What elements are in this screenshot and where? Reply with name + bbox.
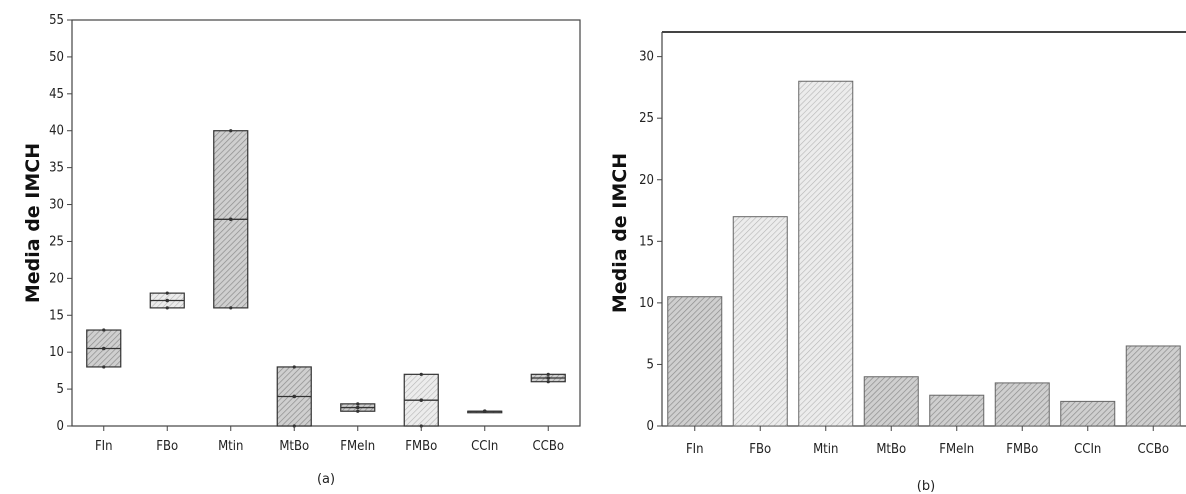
y-tick-label: 30 xyxy=(49,198,64,213)
max-point xyxy=(292,365,296,369)
chart-a-x-axis: FIn FBo Mtin MtBo FMeIn FMBo CCIn CCBo xyxy=(95,426,564,454)
bar xyxy=(994,382,1050,427)
y-tick-label: 10 xyxy=(639,296,654,311)
chart-b-ylabel: Media de IMCH xyxy=(609,153,631,313)
bar xyxy=(732,216,788,427)
x-tick-label: FMBo xyxy=(405,439,437,454)
y-tick-label: 5 xyxy=(647,357,654,372)
chart-a-ylabel: Media de IMCH xyxy=(22,143,44,303)
x-tick-label: FMeIn xyxy=(939,442,974,457)
x-tick-label: CCBo xyxy=(1137,442,1169,457)
y-tick-label: 30 xyxy=(639,50,654,65)
y-tick-label: 15 xyxy=(49,308,64,323)
median-point xyxy=(165,298,170,303)
median-point xyxy=(355,405,360,410)
chart-b: 0 5 10 15 20 25 30 FIn FBo Mtin MtBo FMeIn FMBo CCIn… xyxy=(609,31,1186,494)
bar xyxy=(929,394,985,427)
y-tick-label: 50 xyxy=(49,50,64,65)
bar xyxy=(1125,345,1181,427)
min-point xyxy=(546,380,550,384)
x-tick-label: FMeIn xyxy=(340,439,375,454)
chart-a-frame xyxy=(71,19,581,427)
chart-a-caption: (a) xyxy=(317,472,335,487)
chart-b-x-axis: FIn FBo Mtin MtBo FMeIn FMBo CCIn CCBo xyxy=(686,426,1169,457)
y-tick-label: 0 xyxy=(647,419,654,434)
x-tick-label: CCIn xyxy=(1074,442,1101,457)
bar xyxy=(863,376,919,427)
x-tick-label: FIn xyxy=(95,439,113,454)
median-point xyxy=(228,217,233,222)
min-point xyxy=(483,409,487,413)
x-tick-label: FMBo xyxy=(1006,442,1038,457)
x-tick-label: MtBo xyxy=(876,442,906,457)
chart-b-caption: (b) xyxy=(917,479,935,494)
x-tick-label: FBo xyxy=(156,439,178,454)
chart-a-y-axis: 0 5 10 15 20 25 30 35 40 45 50 55 xyxy=(49,13,72,434)
max-point xyxy=(165,291,169,295)
chart-a-boxes xyxy=(86,129,566,428)
y-tick-label: 25 xyxy=(639,111,654,126)
max-point xyxy=(546,372,550,376)
min-point xyxy=(165,306,169,310)
chart-b-y-axis: 0 5 10 15 20 25 30 xyxy=(639,50,662,434)
y-tick-label: 20 xyxy=(639,173,654,188)
x-tick-label: CCIn xyxy=(471,439,498,454)
y-tick-label: 5 xyxy=(57,382,64,397)
bar xyxy=(667,296,723,427)
x-tick-label: Mtin xyxy=(813,442,838,457)
y-tick-label: 55 xyxy=(49,13,64,28)
y-tick-label: 35 xyxy=(49,161,64,176)
y-tick-label: 0 xyxy=(57,419,64,434)
min-point xyxy=(356,409,360,413)
max-point xyxy=(356,402,360,406)
x-tick-label: Mtin xyxy=(218,439,243,454)
min-point xyxy=(102,365,106,369)
x-tick-label: FIn xyxy=(686,442,704,457)
chart-a: 0 5 10 15 20 25 30 35 40 45 50 55 FIn FBo Mtin MtBo FMe… xyxy=(22,13,581,487)
x-tick-label: FBo xyxy=(749,442,771,457)
x-tick-label: MtBo xyxy=(279,439,309,454)
y-tick-label: 10 xyxy=(49,345,64,360)
median-point xyxy=(292,394,297,399)
bar xyxy=(1060,400,1116,427)
bar xyxy=(798,80,854,427)
median-point xyxy=(101,346,106,351)
max-point xyxy=(419,372,423,376)
max-point xyxy=(102,328,106,332)
min-point xyxy=(229,306,233,310)
y-tick-label: 15 xyxy=(639,234,654,249)
max-point xyxy=(229,129,233,133)
y-tick-label: 40 xyxy=(49,124,64,139)
y-tick-label: 45 xyxy=(49,87,64,102)
median-point xyxy=(419,398,424,402)
y-tick-label: 20 xyxy=(49,271,64,286)
chart-b-bars xyxy=(667,80,1181,427)
median-point xyxy=(546,376,551,380)
y-tick-label: 25 xyxy=(49,234,64,249)
x-tick-label: CCBo xyxy=(532,439,564,454)
